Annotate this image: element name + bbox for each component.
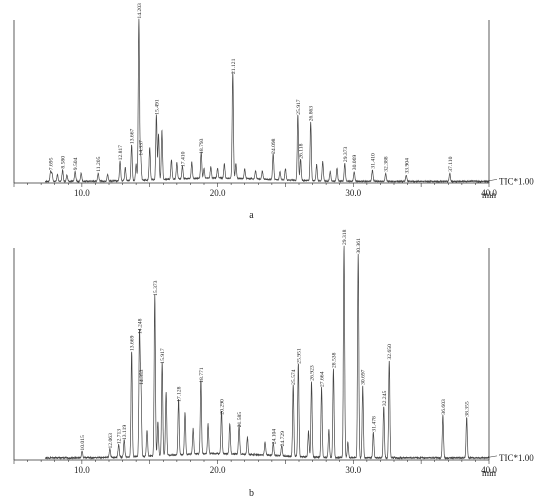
peak-label: 32.388 [384,156,390,172]
panel-label-b: b [249,488,254,499]
peak-label: 15.917 [160,348,166,364]
peak-label: 27.664 [320,371,326,387]
peak-label: 29.373 [343,147,349,163]
peak-label: 20.290 [220,399,226,415]
x-axis-b: 10.0 20.0 30.0 40.0 [13,248,498,475]
peak-label: 17.410 [180,151,186,167]
peak-label: 14.353 [139,369,145,385]
peak-label: 30.697 [361,369,367,385]
peak-label: 26.863 [309,106,315,122]
peak-label: 14.203 [137,3,143,19]
peak-label: 30.069 [352,155,358,171]
peak-label: 32.650 [387,344,393,360]
peak-label: 13.667 [130,129,136,145]
x-tick-label: 40.0 [481,188,497,198]
peak-label: 31.410 [370,153,376,169]
peak-label: 8.580 [61,156,67,169]
x-tick-label: 20.0 [210,465,226,475]
peak-label: 11.205 [96,156,102,171]
peak-label: 13.669 [130,335,136,351]
peak-label: 26.923 [310,365,316,381]
trace-label-b: TIC*1.00 [499,453,534,463]
peak-labels-a: 7.695 8.580 9.504 11.205 12.817 13.667 14.203 1… [49,3,454,173]
peak-label: 29.318 [342,229,348,245]
trace-label-leader [484,179,498,182]
peak-label: 12.063 [108,433,114,449]
peak-label: 33.904 [404,158,410,174]
peak-label: 26.118 [299,143,305,158]
peak-label: 24.098 [271,138,277,154]
x-tick-label: 30.0 [345,188,361,198]
x-tick-label: 10.0 [74,465,90,475]
peak-label: 25.951 [296,348,302,364]
peak-label: 24.104 [271,429,277,445]
x-tick-label: 30.0 [345,465,361,475]
peak-label: 9.504 [73,157,79,170]
peak-label: 24.729 [280,431,286,447]
peak-label: 30.361 [356,238,362,254]
peak-label: 14.248 [138,318,144,334]
x-tick-label: 40.0 [481,465,497,475]
peak-label: 28.538 [331,352,337,368]
peak-label: 38.355 [465,401,471,417]
x-axis-a: 10.0 20.0 30.0 40.0 [13,20,498,198]
x-tick-label: 20.0 [210,188,226,198]
peak-label: 21.121 [231,58,237,74]
peak-label: 25.574 [291,369,297,385]
peak-label: 18.793 [199,138,205,154]
peak-label: 17.128 [177,386,183,402]
peak-label: 18.771 [199,367,205,383]
panel-label-a: a [249,210,254,221]
trace-label-leader [484,455,498,459]
chromatogram-panel-a: 7.695 8.580 9.504 11.20512.81713.66714.2031… [13,3,534,221]
peak-label: 12.713 [117,429,123,445]
chromatogram-trace-a [45,18,489,184]
peak-label: 13.119 [122,425,128,440]
trace-label-a: TIC*1.00 [499,176,534,186]
x-unit-label-b: min [482,468,497,478]
peak-label: 31.478 [371,416,377,432]
x-unit-label-a: min [482,190,497,200]
peak-label: 12.817 [118,145,124,161]
x-tick-label: 10.0 [74,188,90,198]
peak-label: 14.337 [139,140,145,156]
peak-label: 7.695 [49,157,55,170]
peak-label: 25.917 [296,99,302,115]
peak-label: 36.603 [441,399,447,415]
chromatogram-trace-b [44,245,490,461]
peak-label: 21.585 [237,412,243,428]
peak-label: 37.110 [448,156,454,171]
peak-label: 32.245 [382,391,388,407]
peak-label: 10.015 [80,435,86,451]
peak-label: 15.373 [153,280,159,296]
peak-label: 15.491 [154,99,160,115]
